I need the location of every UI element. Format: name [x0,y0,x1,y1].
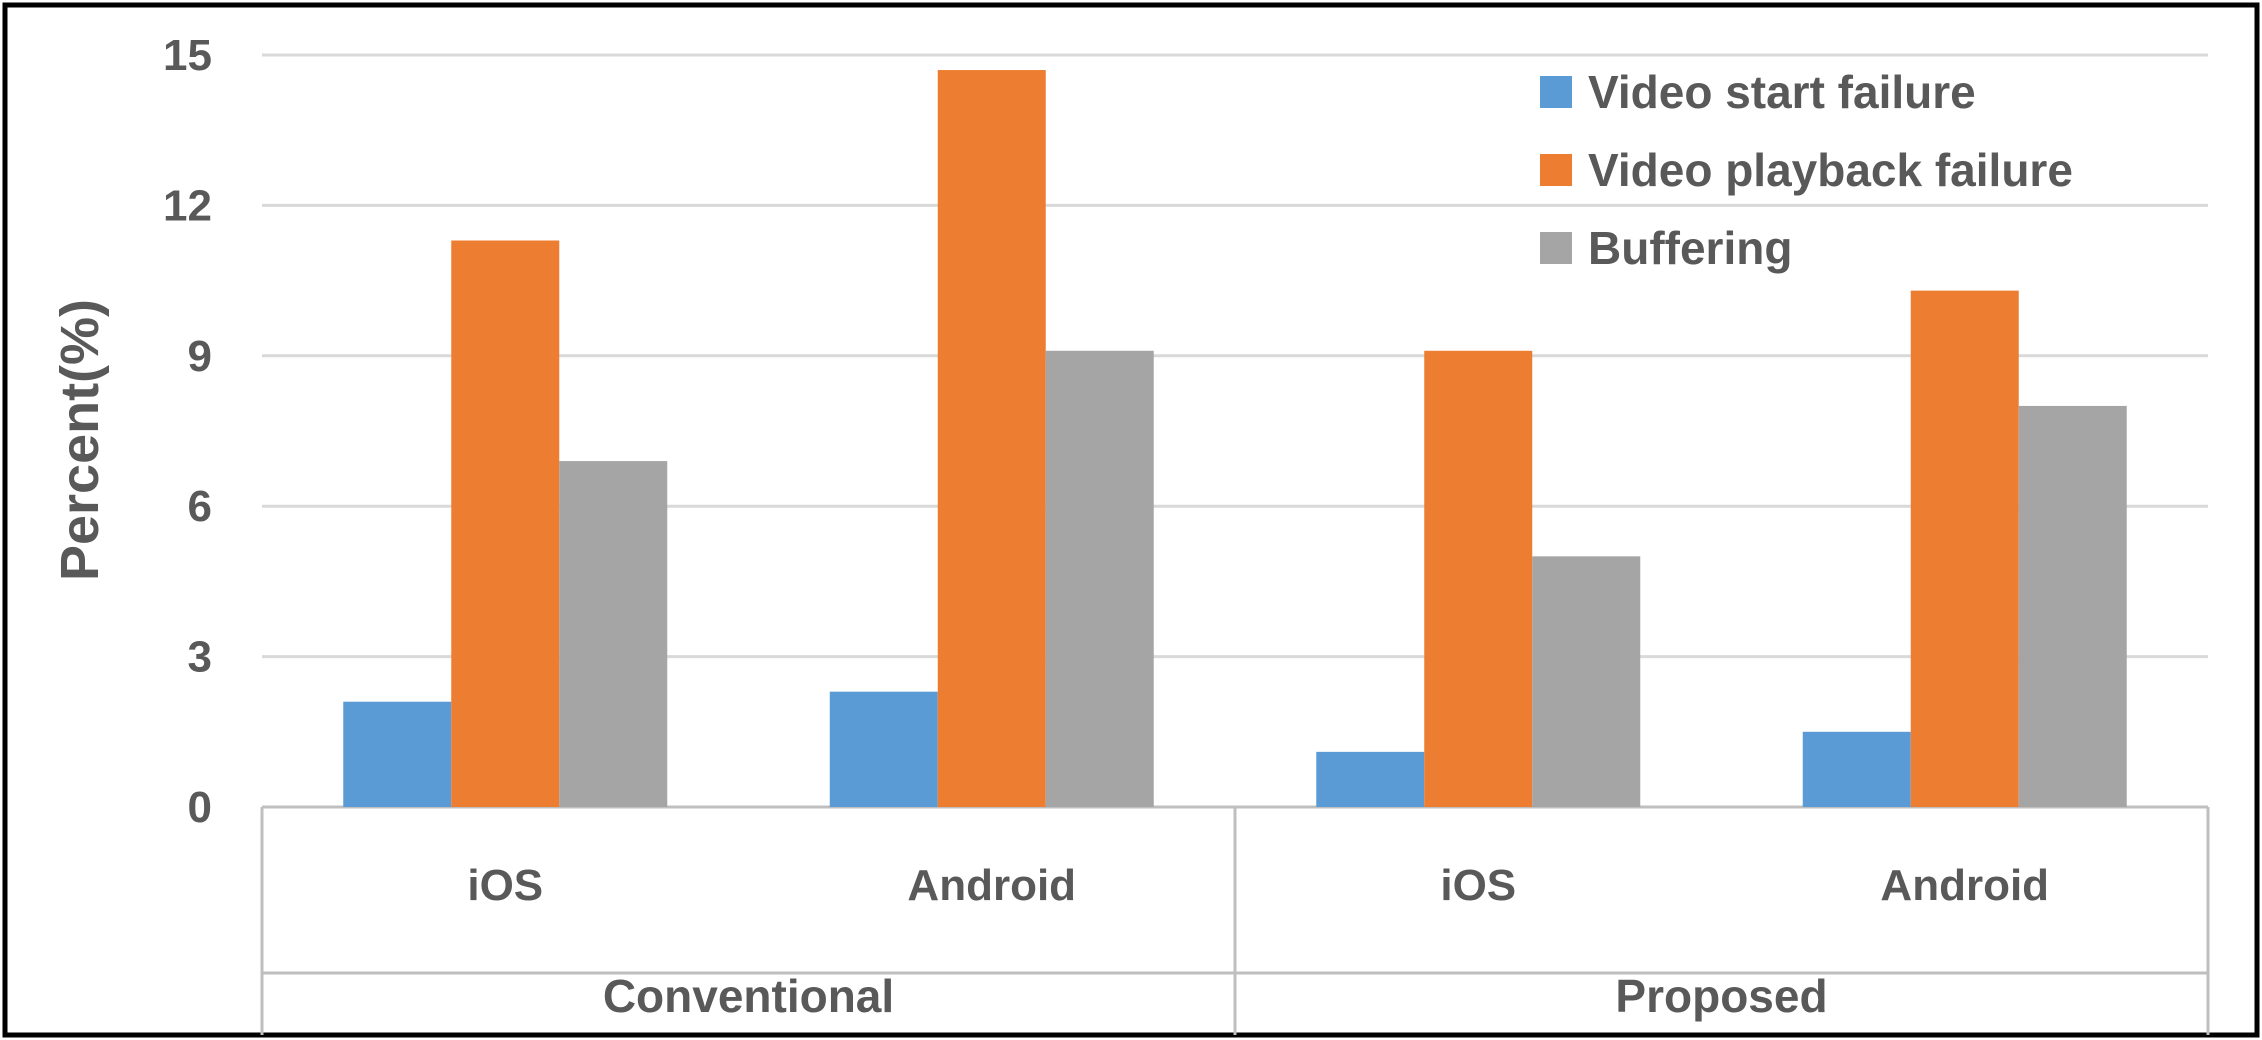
y-axis-title: Percent(%) [50,299,110,581]
legend-label: Video start failure [1588,66,1976,118]
x-category-label: iOS [467,861,543,910]
y-tick-label: 12 [163,181,212,230]
bars [343,70,2127,808]
bar-video-start-failure [343,701,452,807]
bar-buffering [2018,405,2127,807]
y-tick-label: 15 [163,31,212,80]
bar-video-start-failure [1316,751,1425,807]
x-category-label: iOS [1440,861,1516,910]
y-tick-label: 9 [188,332,212,381]
y-tick-labels: 0 3 6 9 12 15 [163,31,212,832]
y-tick-label: 3 [188,633,212,682]
bar-video-playback-failure [451,240,560,807]
bar-video-playback-failure [1424,350,1533,807]
bar-video-start-failure [1802,731,1911,807]
bar-buffering [1045,350,1154,807]
bar-buffering [559,461,668,807]
x-group-label: Proposed [1615,970,1827,1022]
bar-video-start-failure [829,691,938,807]
bar-video-playback-failure [1910,290,2019,807]
y-tick-label: 6 [188,482,212,531]
x-group-label: Conventional [603,970,894,1022]
bar-video-playback-failure [937,70,1046,808]
x-category-labels: iOS Android iOS Android Conventional Proposed [467,861,2049,1022]
legend: Video start failure Video playback failur… [1540,66,2073,274]
y-tick-label: 0 [188,783,212,832]
legend-label: Buffering [1588,222,1792,274]
x-category-label: Android [1880,861,2049,910]
legend-swatch [1540,232,1572,264]
legend-swatch [1540,76,1572,108]
x-category-label: Android [907,861,1076,910]
bar-buffering [1532,556,1641,807]
legend-swatch [1540,154,1572,186]
legend-label: Video playback failure [1588,144,2073,196]
